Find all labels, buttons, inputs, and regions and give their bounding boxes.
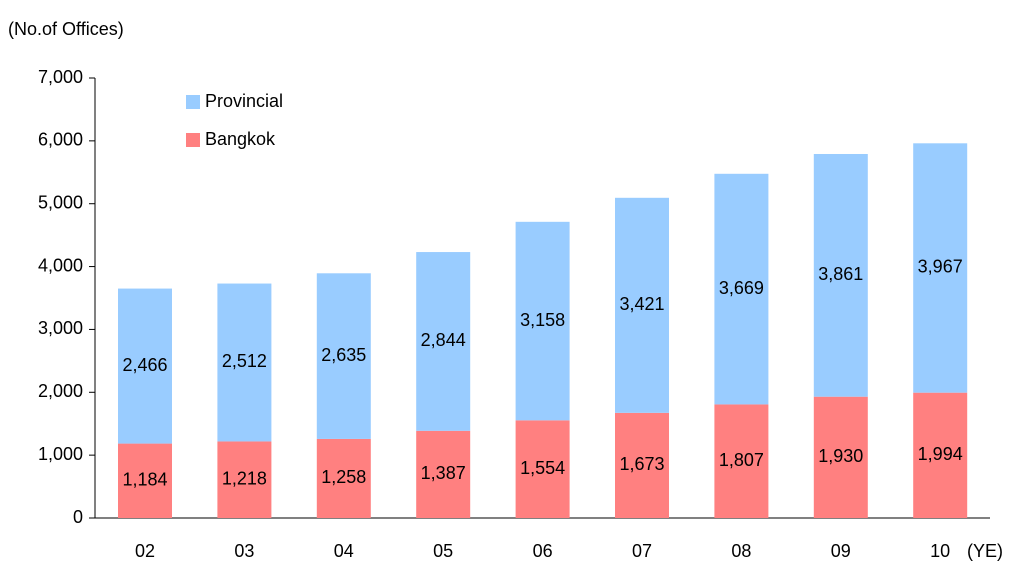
- data-label: 1,994: [918, 444, 963, 464]
- x-tick-label: 03: [234, 541, 254, 561]
- data-label: 3,861: [818, 264, 863, 284]
- data-label: 1,930: [818, 446, 863, 466]
- data-label: 1,387: [421, 463, 466, 483]
- data-label: 1,184: [122, 470, 167, 490]
- y-axis-label: (No.of Offices): [8, 19, 124, 39]
- bar-segment: [615, 412, 669, 518]
- bar-segment: [316, 438, 371, 518]
- y-tick-label: 1,000: [38, 444, 83, 464]
- legend-swatch: [186, 133, 200, 147]
- legend-label: Bangkok: [205, 129, 276, 149]
- legend-swatch: [186, 95, 200, 109]
- x-tick-label: 02: [135, 541, 155, 561]
- data-label: 2,466: [122, 355, 167, 375]
- data-label: 3,669: [719, 278, 764, 298]
- data-label: 2,512: [222, 351, 267, 371]
- bar-segment: [416, 252, 471, 431]
- bar-segment: [316, 273, 371, 439]
- y-tick-label: 6,000: [38, 130, 83, 150]
- bar-segment: [217, 283, 272, 442]
- bar-segment: [118, 288, 172, 444]
- data-label: 2,635: [321, 345, 366, 365]
- data-label: 1,258: [321, 467, 366, 487]
- bar-segment: [714, 404, 769, 518]
- x-tick-label: 05: [433, 541, 453, 561]
- y-tick-label: 7,000: [38, 67, 83, 87]
- x-tick-label: 10: [930, 541, 950, 561]
- data-label: 1,673: [619, 454, 664, 474]
- bar-segment: [217, 441, 272, 518]
- x-axis-label: (YE): [967, 541, 1003, 561]
- data-label: 3,421: [619, 294, 664, 314]
- bar-segment: [515, 420, 570, 518]
- legend-label: Provincial: [205, 91, 283, 111]
- y-tick-label: 5,000: [38, 192, 83, 212]
- data-label: 1,807: [719, 450, 764, 470]
- bar-segment: [515, 221, 570, 421]
- bar-segment: [813, 396, 868, 518]
- x-tick-label: 07: [632, 541, 652, 561]
- bar-segment: [913, 143, 968, 393]
- data-label: 3,158: [520, 310, 565, 330]
- data-label: 2,844: [421, 330, 466, 350]
- x-tick-label: 04: [334, 541, 354, 561]
- x-tick-label: 06: [533, 541, 553, 561]
- data-label: 3,967: [918, 257, 963, 277]
- bar-segment: [913, 392, 968, 518]
- data-label: 1,554: [520, 458, 565, 478]
- bar-segment: [416, 430, 471, 518]
- y-tick-label: 3,000: [38, 318, 83, 338]
- x-tick-label: 08: [731, 541, 751, 561]
- y-tick-label: 2,000: [38, 381, 83, 401]
- bar-segment: [118, 443, 172, 518]
- data-label: 1,218: [222, 468, 267, 488]
- bar-segment: [714, 173, 769, 405]
- bar-segment: [615, 197, 669, 413]
- bar-segment: [813, 153, 868, 397]
- x-tick-label: 09: [831, 541, 851, 561]
- y-tick-label: 0: [73, 507, 83, 527]
- y-tick-label: 4,000: [38, 255, 83, 275]
